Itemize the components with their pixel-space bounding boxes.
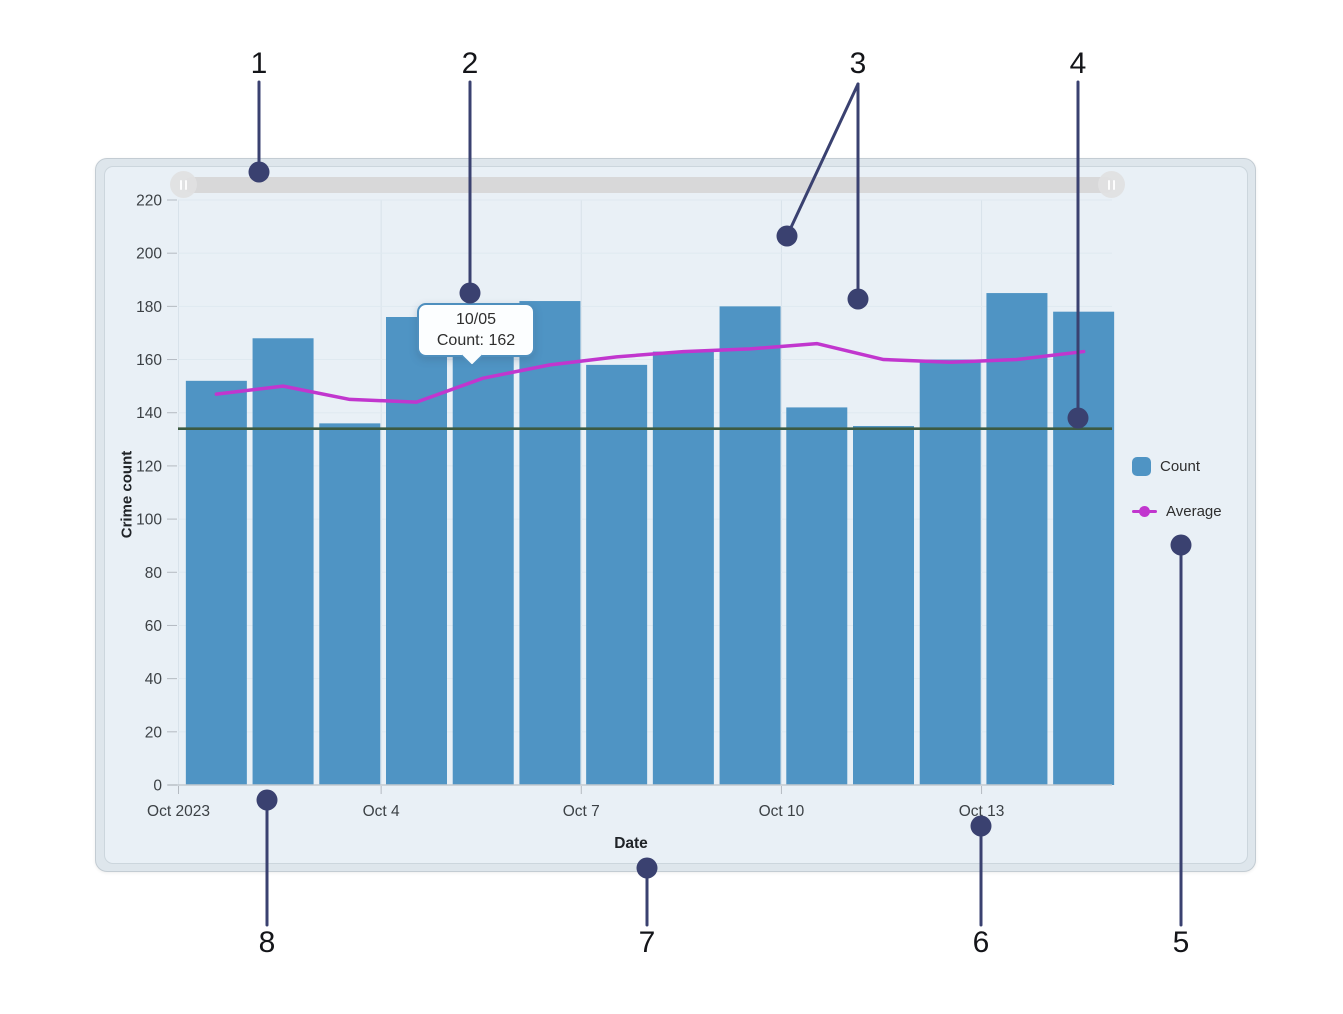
grip-icon (185, 179, 187, 190)
tooltip-value: Count: 162 (436, 332, 516, 349)
legend: Count Average (1132, 457, 1222, 520)
callout-label-8: 8 (258, 926, 276, 959)
callout-label-4: 4 (1069, 47, 1087, 80)
callout-label-3: 3 (849, 47, 867, 80)
callout-label-7: 7 (638, 926, 656, 959)
legend-item-average[interactable]: Average (1132, 503, 1222, 520)
grip-icon (180, 179, 182, 190)
y-axis-title: Crime count (118, 450, 136, 539)
callout-label-6: 6 (972, 926, 990, 959)
legend-label-average: Average (1166, 503, 1222, 520)
count-swatch-icon (1132, 457, 1151, 476)
chart-surface (104, 166, 1248, 864)
tooltip: 10/05 Count: 162 (417, 303, 535, 368)
callout-label-2: 2 (461, 47, 479, 80)
callout-label-1: 1 (250, 47, 268, 80)
callout-label-5: 5 (1172, 926, 1190, 959)
grip-icon (1108, 179, 1110, 190)
scrollbar-left-handle[interactable] (170, 171, 197, 198)
legend-label-count: Count (1160, 458, 1201, 475)
tooltip-date: 10/05 (455, 310, 497, 328)
zoom-scrollbar[interactable] (184, 177, 1114, 193)
x-axis-title: Date (614, 835, 648, 852)
scrollbar-right-handle[interactable] (1098, 171, 1125, 198)
grip-icon (1113, 179, 1115, 190)
average-swatch-icon (1132, 506, 1157, 517)
legend-item-count[interactable]: Count (1132, 457, 1222, 476)
